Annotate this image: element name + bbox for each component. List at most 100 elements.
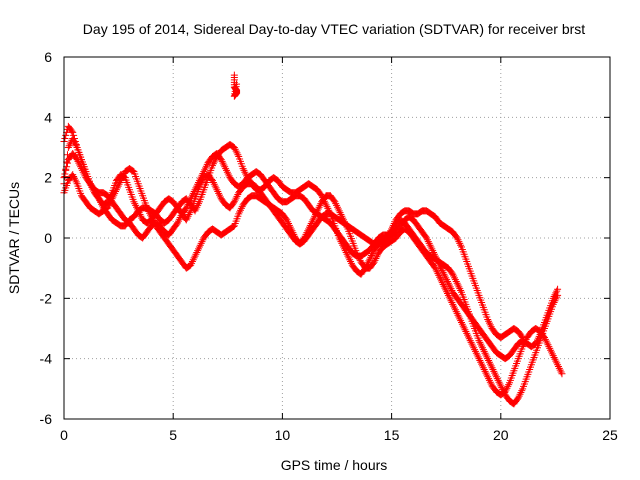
data-point	[356, 256, 364, 264]
data-point	[479, 364, 487, 372]
data-point	[444, 290, 452, 298]
data-point	[129, 167, 137, 175]
data-point	[519, 343, 527, 351]
data-point	[136, 210, 144, 218]
data-point	[550, 353, 558, 361]
data-point	[209, 177, 217, 185]
data-point	[366, 255, 374, 263]
data-point	[547, 346, 555, 354]
data-point	[551, 355, 559, 363]
data-point	[310, 214, 318, 222]
data-point	[282, 215, 290, 223]
data-point	[431, 252, 439, 260]
data-point	[478, 342, 486, 350]
data-point	[475, 355, 483, 363]
data-point	[132, 201, 140, 209]
data-point	[209, 162, 217, 170]
data-point	[437, 277, 445, 285]
data-point	[487, 380, 495, 388]
data-point	[449, 300, 457, 308]
data-point	[71, 140, 79, 148]
data-point	[191, 252, 199, 260]
data-point	[198, 177, 206, 185]
data-point	[301, 232, 309, 240]
data-point	[482, 351, 490, 359]
data-point	[471, 347, 479, 355]
data-point	[189, 256, 197, 264]
data-point	[222, 166, 230, 174]
x-tick-label: 0	[60, 427, 68, 443]
data-point	[196, 181, 204, 189]
data-point	[426, 241, 434, 249]
data-point	[343, 250, 351, 258]
data-point	[133, 203, 141, 211]
data-point	[453, 309, 461, 317]
data-point	[475, 337, 483, 345]
data-point	[332, 200, 340, 208]
data-point	[556, 366, 564, 374]
data-point	[492, 373, 500, 381]
data-point	[464, 333, 472, 341]
data-point	[194, 247, 202, 255]
data-point	[502, 386, 510, 394]
x-tick-label: 10	[275, 427, 291, 443]
data-point	[558, 370, 566, 378]
data-point	[432, 266, 440, 274]
data-point	[188, 193, 196, 201]
data-point	[496, 380, 504, 388]
data-point	[146, 209, 154, 217]
data-point	[503, 384, 511, 392]
data-point	[438, 267, 446, 275]
data-point	[435, 259, 443, 267]
data-point	[88, 183, 96, 191]
data-point	[239, 165, 247, 173]
data-point	[546, 344, 554, 352]
data-point	[484, 373, 492, 381]
data-point	[448, 286, 456, 294]
y-tick-label: 6	[44, 49, 52, 65]
data-point	[200, 168, 208, 176]
x-axis-label: GPS time / hours	[281, 457, 388, 473]
data-point	[551, 291, 559, 299]
data-point	[552, 357, 560, 365]
data-point	[209, 178, 217, 186]
data-point	[486, 321, 494, 329]
data-point	[185, 210, 193, 218]
data-point	[517, 388, 525, 396]
data-point	[445, 281, 453, 289]
data-point	[440, 270, 448, 278]
data-point	[482, 369, 490, 377]
data-point	[230, 144, 238, 151]
data-point	[455, 313, 463, 321]
data-point	[314, 205, 322, 213]
data-point	[61, 134, 69, 142]
data-point	[367, 253, 375, 261]
data-point	[430, 248, 438, 256]
data-point	[184, 200, 192, 208]
data-point	[208, 175, 216, 183]
data-point	[105, 196, 113, 204]
data-point	[323, 203, 331, 211]
data-point	[240, 166, 248, 174]
data-point	[427, 243, 435, 251]
data-point	[459, 322, 467, 330]
data-point	[309, 216, 317, 224]
data-point	[433, 268, 441, 276]
data-point	[64, 144, 72, 151]
data-point	[241, 168, 249, 176]
data-point	[452, 308, 460, 316]
data-point	[69, 134, 77, 142]
data-point	[518, 387, 526, 395]
y-tick-label: 2	[44, 170, 52, 186]
data-point	[219, 159, 227, 167]
data-point	[504, 382, 512, 390]
data-point	[340, 218, 348, 226]
data-point	[119, 172, 127, 180]
data-point	[183, 214, 191, 222]
data-point	[439, 268, 447, 276]
data-point	[453, 234, 461, 242]
x-tick-label: 20	[493, 427, 509, 443]
data-point	[374, 251, 382, 259]
data-point	[347, 259, 355, 267]
data-point	[430, 250, 438, 258]
